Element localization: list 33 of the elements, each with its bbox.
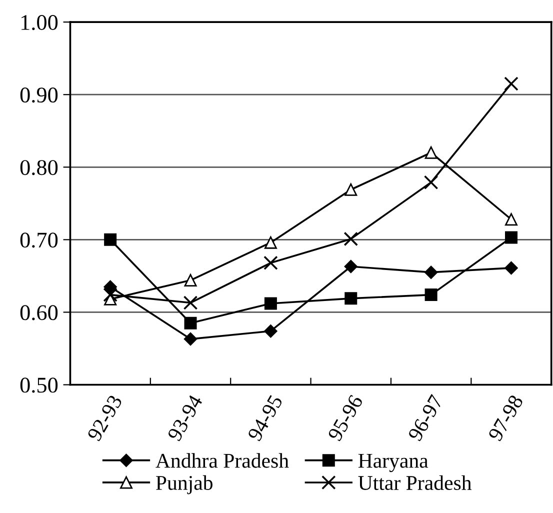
legend-label: Haryana — [358, 454, 428, 472]
point — [424, 146, 438, 159]
point — [104, 233, 117, 246]
point — [344, 232, 358, 246]
y-tick-label: 0.80 — [20, 160, 58, 176]
legend-label: Punjab — [156, 475, 212, 494]
point — [103, 288, 118, 302]
y-tick-label: 0.70 — [20, 232, 58, 248]
legend-label: Andhra Pradesh — [156, 453, 289, 468]
point — [504, 76, 518, 91]
point — [184, 274, 197, 287]
point — [424, 288, 438, 302]
legend-label: Uttar Pradesh — [358, 475, 472, 490]
y-tick-label: 1.00 — [21, 14, 58, 30]
point — [184, 316, 197, 330]
point — [344, 292, 358, 305]
point — [184, 332, 198, 346]
point — [424, 266, 438, 279]
point — [424, 175, 438, 190]
point — [264, 256, 278, 270]
point — [104, 280, 117, 294]
y-tick-label: 0.60 — [20, 305, 58, 320]
point — [344, 260, 358, 274]
point — [504, 261, 518, 275]
y-tick-label: 0.50 — [20, 378, 58, 393]
y-tick-label: 0.90 — [20, 88, 58, 103]
point — [344, 183, 358, 196]
point — [183, 296, 198, 310]
point — [505, 231, 518, 244]
point — [264, 324, 278, 338]
point — [264, 297, 277, 310]
point — [505, 213, 518, 226]
point — [264, 236, 277, 249]
